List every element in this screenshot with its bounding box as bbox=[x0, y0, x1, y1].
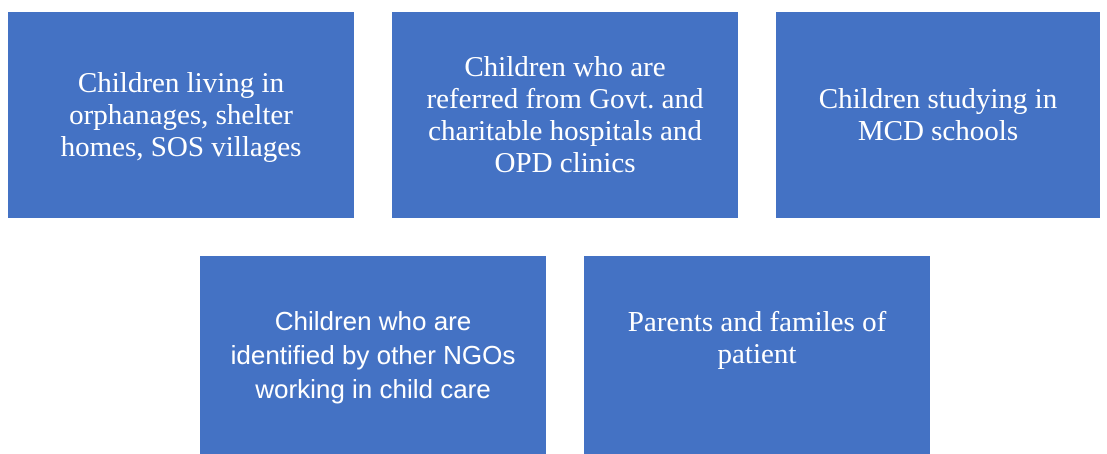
node-label: orphanages, shelter bbox=[69, 99, 293, 131]
node-label: referred from Govt. and bbox=[426, 83, 704, 115]
node-box: Children studying in MCD schools bbox=[776, 12, 1100, 218]
node-label: Children who are bbox=[464, 51, 666, 83]
node-label: identified by other NGOs bbox=[230, 340, 516, 370]
node-box: Parents and familes of patient bbox=[584, 256, 930, 454]
node-box: Children who are referred from Govt. and c… bbox=[392, 12, 738, 218]
node-label: MCD schools bbox=[857, 115, 1019, 147]
node-label: Parents and familes of bbox=[627, 306, 887, 338]
node-label: homes, SOS villages bbox=[60, 131, 302, 163]
node-label: OPD clinics bbox=[494, 147, 636, 179]
node-label: patient bbox=[717, 338, 797, 370]
node-label: Children studying in bbox=[818, 83, 1058, 115]
node-box: Children living in orphanages, shelter hom… bbox=[8, 12, 354, 218]
node-label: Children living in bbox=[77, 67, 285, 99]
node-label: working in child care bbox=[255, 374, 491, 404]
node-label: Children who are bbox=[274, 306, 472, 336]
node-box: Children who are identified by other NGOs… bbox=[200, 256, 546, 454]
node-label: charitable hospitals and bbox=[428, 115, 702, 147]
